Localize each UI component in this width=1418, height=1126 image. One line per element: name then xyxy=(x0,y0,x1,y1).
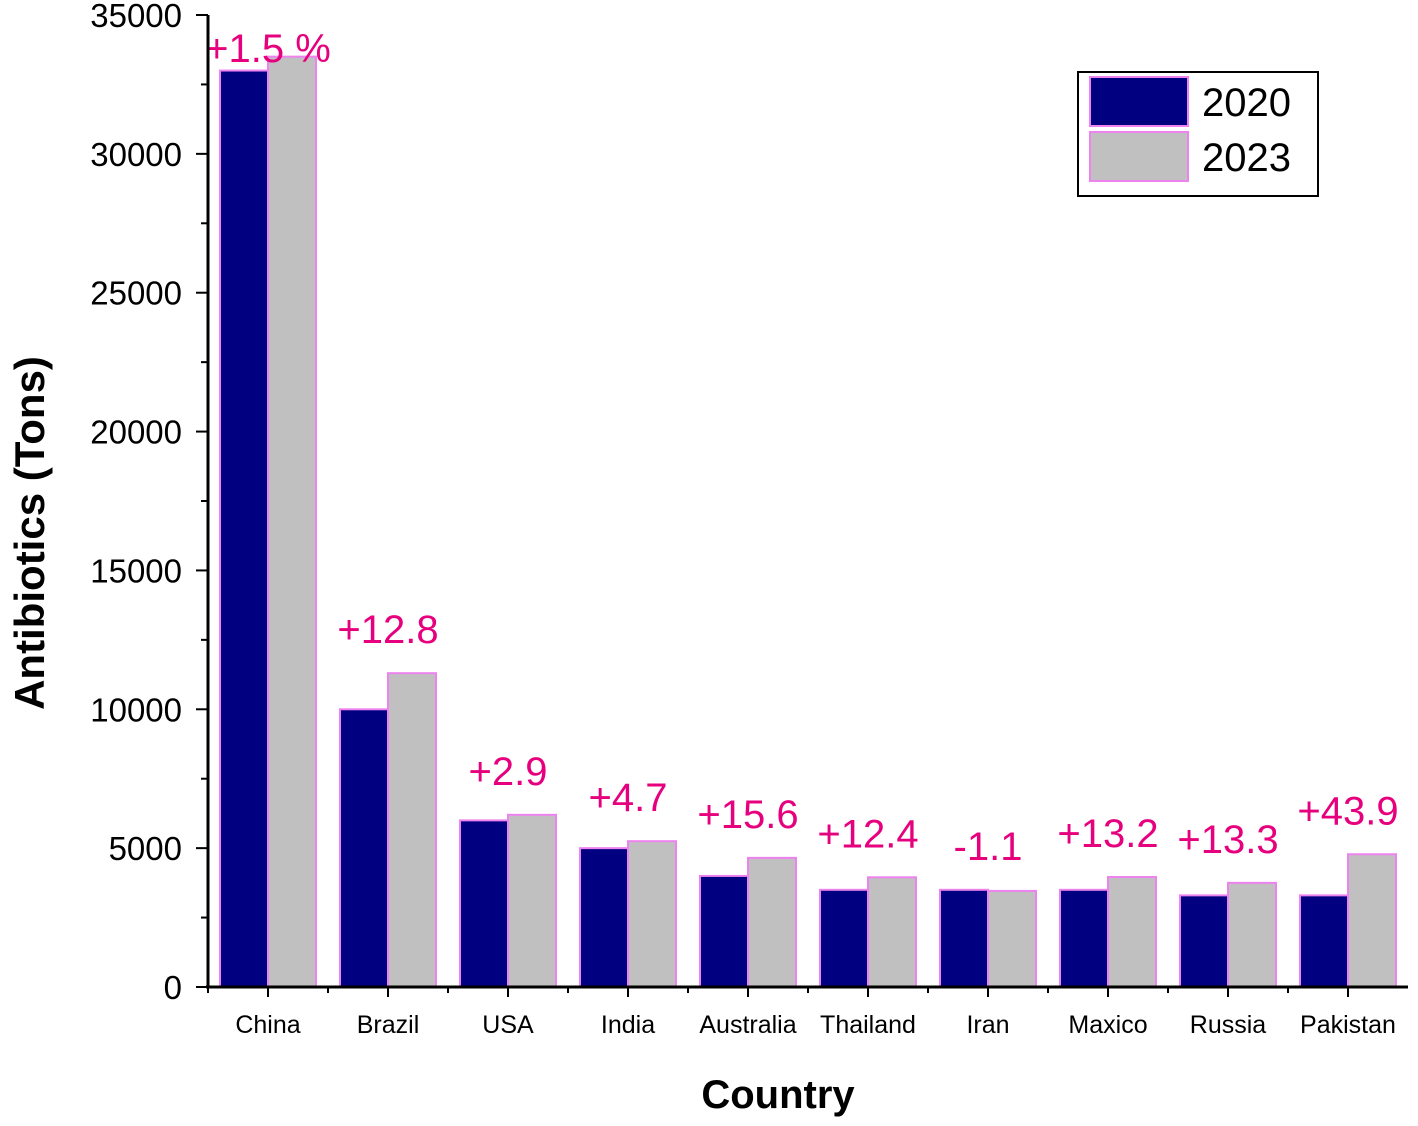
y-tick-label-5000: 5000 xyxy=(109,830,182,867)
x-tick-label-australia: Australia xyxy=(699,1011,796,1039)
bar-thailand-2023 xyxy=(867,876,917,988)
y-tick-label-25000: 25000 xyxy=(90,275,182,312)
y-tick-label-15000: 15000 xyxy=(90,552,182,589)
y-tick-label-20000: 20000 xyxy=(90,414,182,451)
bar-brazil-2023 xyxy=(387,672,437,988)
bar-usa-2020 xyxy=(459,819,509,988)
bar-pakistan-2023 xyxy=(1347,853,1397,988)
bar-china-2023 xyxy=(267,55,317,988)
annotation-usa: +2.9 xyxy=(469,750,548,794)
bar-brazil-2020 xyxy=(339,708,389,988)
bar-pakistan-2020 xyxy=(1299,894,1349,989)
bar-usa-2023 xyxy=(507,813,557,988)
x-axis-title: Country xyxy=(701,1073,855,1117)
x-tick-label-thailand: Thailand xyxy=(820,1011,916,1039)
legend-swatch-2020 xyxy=(1089,76,1189,127)
annotation-australia: +15.6 xyxy=(697,793,798,837)
y-tick-label-35000: 35000 xyxy=(90,0,182,34)
bar-india-2023 xyxy=(627,840,677,989)
y-tick-label-30000: 30000 xyxy=(90,136,182,173)
legend-label-2020: 2020 xyxy=(1202,81,1291,125)
bar-australia-2020 xyxy=(699,874,749,989)
y-tick-label-10000: 10000 xyxy=(90,691,182,728)
annotation-maxico: +13.2 xyxy=(1057,812,1158,856)
x-ticks-group: China Brazil USA India Australia Thailand Iran… xyxy=(207,987,1396,1039)
y-tick-label-0: 0 xyxy=(164,969,182,1006)
annotation-thailand: +12.4 xyxy=(817,812,918,856)
bar-russia-2023 xyxy=(1227,881,1277,988)
bars-group xyxy=(219,55,1397,989)
x-tick-label-russia: Russia xyxy=(1190,1011,1267,1039)
annotation-iran: -1.1 xyxy=(954,825,1023,869)
bar-maxico-2023 xyxy=(1107,876,1157,988)
legend: 2020 2023 xyxy=(1077,71,1319,197)
annotations-group: +1.5 % +12.8 +2.9 +4.7 +15.6 +12.4 -1.1 +13.2 +1… xyxy=(205,27,1398,869)
x-tick-label-india: India xyxy=(601,1011,655,1039)
bar-thailand-2020 xyxy=(819,888,869,988)
legend-label-2023: 2023 xyxy=(1202,136,1291,180)
bar-india-2020 xyxy=(579,847,629,989)
annotation-pakistan: +43.9 xyxy=(1297,789,1398,833)
bar-maxico-2020 xyxy=(1059,888,1109,988)
y-ticks-group: 0 5000 10000 15000 20000 25000 30000 35000 xyxy=(90,0,208,1006)
x-tick-label-brazil: Brazil xyxy=(357,1011,420,1039)
x-tick-label-maxico: Maxico xyxy=(1068,1011,1147,1039)
x-tick-label-usa: USA xyxy=(482,1011,534,1039)
x-tick-label-china: China xyxy=(235,1011,300,1039)
bar-iran-2020 xyxy=(939,888,989,988)
legend-swatch-2023 xyxy=(1089,131,1189,182)
bar-iran-2023 xyxy=(987,889,1037,988)
annotation-russia: +13.3 xyxy=(1177,818,1278,862)
y-axis-title: Antibiotics (Tons) xyxy=(6,356,53,710)
bar-australia-2023 xyxy=(747,856,797,988)
annotation-brazil: +12.8 xyxy=(337,608,438,652)
bar-china-2020 xyxy=(219,69,269,989)
bar-russia-2020 xyxy=(1179,894,1229,989)
x-tick-label-iran: Iran xyxy=(966,1011,1009,1039)
x-tick-label-pakistan: Pakistan xyxy=(1300,1011,1396,1039)
annotation-china: +1.5 % xyxy=(205,27,331,71)
annotation-india: +4.7 xyxy=(589,776,668,820)
